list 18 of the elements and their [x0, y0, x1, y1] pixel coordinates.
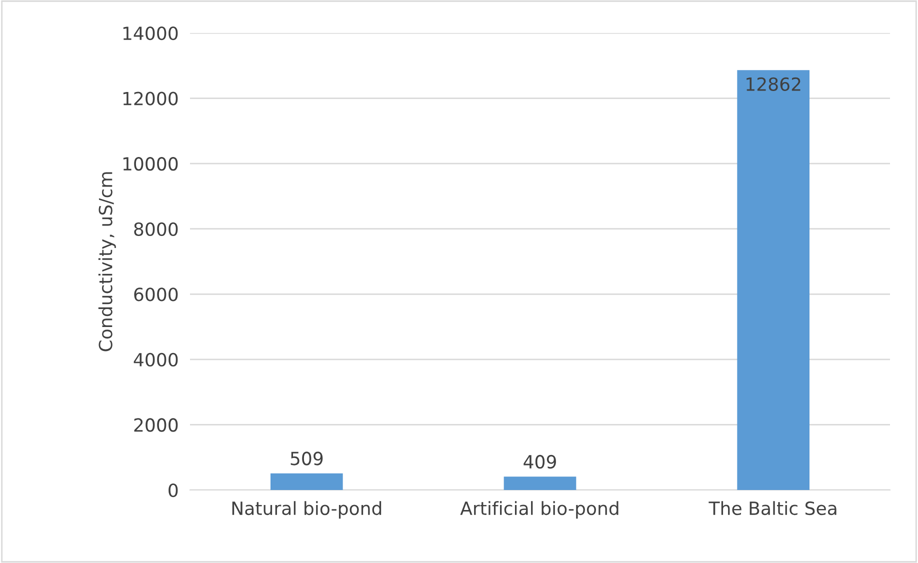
y-tick-label: 4000 [134, 352, 178, 367]
y-tick-label: 2000 [134, 418, 178, 432]
y-tick-label: 0 [168, 483, 178, 498]
bar [270, 473, 343, 490]
data-label: 409 [524, 454, 556, 469]
y-tick-label: 10000 [123, 157, 178, 171]
y-tick-label: 14000 [123, 26, 178, 40]
y-tick-label: 12000 [123, 92, 178, 106]
bar [504, 476, 576, 490]
x-tick-label: Artificial bio-pond [460, 501, 618, 519]
x-tick-label: Natural bio-pond [232, 501, 382, 519]
y-axis-title: Conductivity, uS/cm [98, 172, 116, 352]
y-tick-label: 8000 [134, 222, 178, 236]
data-label: 509 [290, 452, 323, 466]
data-label: 12862 [746, 77, 800, 91]
x-tick-label: The Baltic Sea [708, 501, 836, 516]
y-tick-label: 6000 [134, 288, 178, 302]
bar [737, 70, 810, 490]
